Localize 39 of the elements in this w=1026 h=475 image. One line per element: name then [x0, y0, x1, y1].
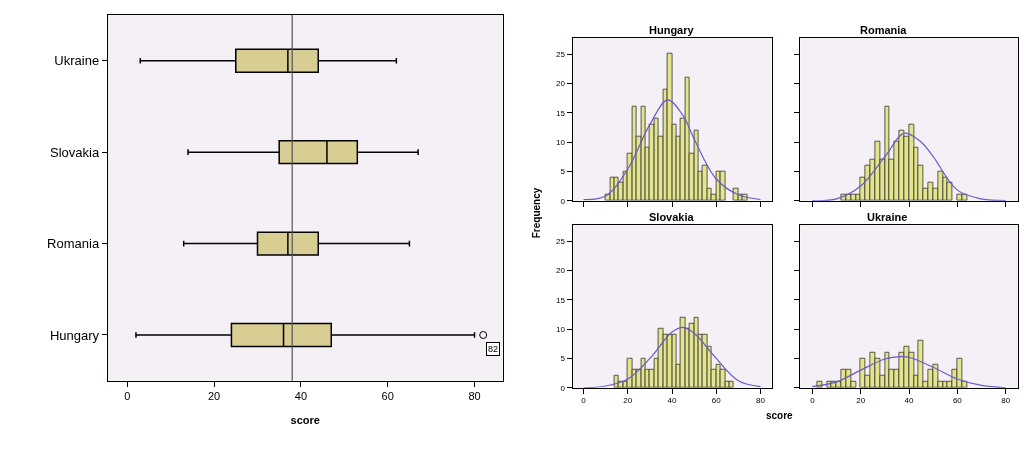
x-axis-title: score — [766, 410, 794, 421]
y-tick-label: 10 — [556, 324, 566, 334]
y-tick-label: 5 — [560, 354, 566, 364]
y-tick-label: 15 — [556, 295, 566, 305]
x-tick-label: 80 — [756, 396, 766, 406]
x-tick-label: 80 — [1001, 396, 1011, 406]
y-tick-label: Slovakia — [49, 144, 100, 160]
y-tick-label: 20 — [556, 266, 566, 276]
x-tick-label: 20 — [856, 396, 866, 406]
y-tick-label: 15 — [556, 108, 566, 118]
x-tick-label: 60 — [381, 389, 394, 402]
line-series — [582, 99, 762, 201]
chart-title: Hungary — [649, 24, 695, 36]
y-tick-label: 5 — [560, 167, 566, 177]
x-tick-label: 40 — [667, 396, 678, 406]
x-axis-title: score — [290, 414, 320, 427]
y-axis-title: Frequency — [530, 187, 542, 239]
x-tick-label: 20 — [207, 389, 221, 402]
x-tick-label: 80 — [468, 389, 481, 402]
x-tick-label: 40 — [904, 396, 915, 406]
x-tick-label: 0 — [810, 396, 816, 406]
y-tick-label: 20 — [556, 79, 566, 89]
x-tick-label: 0 — [581, 396, 587, 406]
chart-title: Slovakia — [649, 211, 695, 223]
chart-title: Romania — [860, 24, 908, 36]
y-tick-label: Romania — [47, 236, 100, 252]
annotation: 82 — [488, 344, 499, 354]
y-tick-label: 10 — [556, 137, 566, 147]
x-tick-label: 60 — [952, 396, 963, 406]
y-tick-label: 25 — [556, 236, 566, 246]
y-tick-label: 0 — [560, 196, 566, 206]
x-tick-label: 20 — [623, 396, 633, 406]
x-tick-label: 60 — [711, 396, 722, 406]
y-tick-label: Ukraine — [54, 53, 100, 69]
x-tick-label: 40 — [294, 389, 308, 402]
x-tick-label: 0 — [124, 389, 131, 402]
chart-title: Ukraine — [867, 211, 908, 223]
y-tick-label: 25 — [556, 49, 566, 59]
y-tick-label: Hungary — [49, 327, 100, 343]
